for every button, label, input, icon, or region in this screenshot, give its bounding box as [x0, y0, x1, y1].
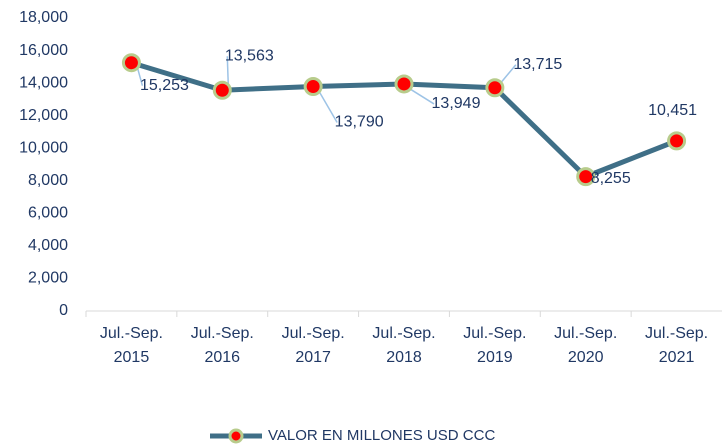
y-tick-label: 4,000	[28, 237, 68, 254]
marker	[667, 131, 687, 151]
leader-line	[226, 56, 230, 86]
marker	[394, 74, 414, 94]
marker	[576, 167, 596, 187]
leader-line	[136, 67, 144, 86]
y-tick-label: 10,000	[19, 139, 68, 156]
marker	[212, 80, 232, 100]
marker	[121, 53, 141, 73]
legend-marker	[228, 428, 244, 444]
x-tick-label: Jul.-Sep. 2019	[463, 325, 527, 366]
x-tick-label: Jul.-Sep. 2015	[99, 325, 163, 366]
y-tick-label: 18,000	[19, 9, 68, 26]
y-tick-label: 6,000	[28, 205, 68, 222]
y-tick-label: 0	[59, 302, 68, 319]
marker	[303, 77, 323, 97]
y-tick-label: 16,000	[19, 42, 68, 59]
data-label: 8,255	[591, 170, 631, 187]
x-tick-label: Jul.-Sep. 2020	[554, 325, 618, 366]
data-label: 13,715	[513, 56, 562, 73]
data-label: 10,451	[648, 102, 697, 119]
y-tick-label: 12,000	[19, 107, 68, 124]
y-tick-label: 2,000	[28, 270, 68, 287]
legend-label: VALOR EN MILLONES USD CCC	[268, 427, 495, 444]
x-tick-label: Jul.-Sep. 2018	[372, 325, 436, 366]
leader-line	[318, 91, 338, 123]
y-tick-label: 14,000	[19, 74, 68, 91]
x-tick-label: Jul.-Sep. 2017	[281, 325, 345, 366]
leader-line	[409, 88, 435, 105]
leader-line	[500, 64, 517, 84]
x-tick-label: Jul.-Sep. 2016	[190, 325, 254, 366]
data-label: 13,563	[225, 47, 274, 64]
x-tick-label: Jul.-Sep. 2021	[644, 325, 709, 366]
y-tick-label: 8,000	[28, 172, 68, 189]
data-label: 15,253	[140, 77, 189, 94]
marker	[485, 78, 505, 98]
data-label: 13,949	[432, 95, 481, 112]
data-label: 13,790	[335, 114, 384, 131]
